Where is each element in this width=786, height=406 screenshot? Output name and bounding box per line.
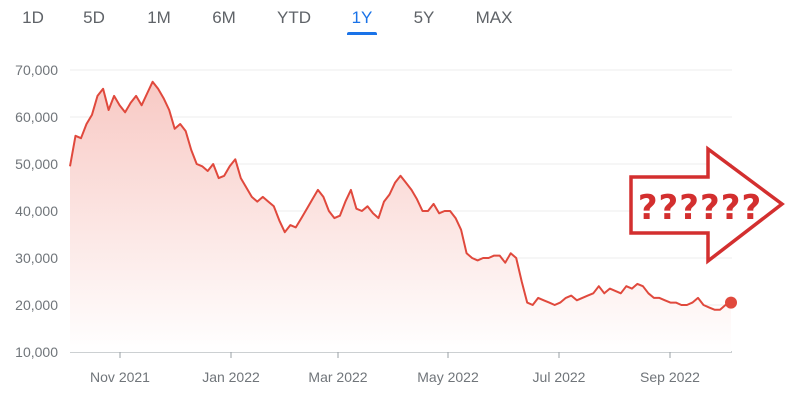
current-price-dot[interactable] (725, 296, 737, 309)
callout-arrow: ?????? (629, 145, 785, 265)
y-tick-label: 60,000 (15, 109, 58, 125)
tab-5d[interactable]: 5D (81, 6, 107, 32)
price-line (69, 80, 732, 311)
tab-1y[interactable]: 1Y (347, 6, 377, 35)
callout-text: ?????? (638, 188, 762, 228)
tab-label: 5D (83, 8, 105, 27)
y-axis-labels: 10,000 20,000 30,000 40,000 50,000 60,000 70,0… (15, 62, 58, 360)
y-tick-label: 40,000 (15, 203, 58, 219)
y-tick-label: 30,000 (15, 250, 58, 266)
x-tick-label: Sep 2022 (640, 369, 700, 385)
range-tabs: 1D 5D 1M 6M YTD 1Y 5Y MAX (0, 0, 786, 36)
tab-label: 1D (22, 8, 44, 27)
tab-label: MAX (475, 8, 513, 27)
active-tab-underline (347, 32, 377, 35)
tab-label: YTD (277, 8, 311, 27)
tab-label: 1M (147, 8, 171, 27)
x-tick-label: Jan 2022 (202, 369, 260, 385)
y-tick-label: 70,000 (15, 62, 58, 78)
y-tick-label: 10,000 (15, 344, 58, 360)
y-tick-label: 50,000 (15, 156, 58, 172)
tab-label: 6M (212, 8, 236, 27)
tab-label: 5Y (413, 8, 435, 27)
price-area-fill (70, 81, 731, 353)
tab-ytd[interactable]: YTD (276, 6, 312, 32)
x-tick-label: Jul 2022 (533, 369, 586, 385)
tab-max[interactable]: MAX (473, 6, 515, 32)
tab-label: 1Y (351, 8, 373, 27)
tab-1m[interactable]: 1M (144, 6, 174, 32)
x-tick-label: May 2022 (417, 369, 479, 385)
tab-1d[interactable]: 1D (20, 6, 46, 32)
x-tick-label: Nov 2021 (90, 369, 150, 385)
tab-6m[interactable]: 6M (209, 6, 239, 32)
tab-5y[interactable]: 5Y (411, 6, 437, 32)
x-tick-label: Mar 2022 (308, 369, 367, 385)
x-axis: Nov 2021 Jan 2022 Mar 2022 May 2022 Jul 2022… (70, 351, 732, 385)
arrow-right-icon (629, 145, 785, 265)
y-tick-label: 20,000 (15, 297, 58, 313)
